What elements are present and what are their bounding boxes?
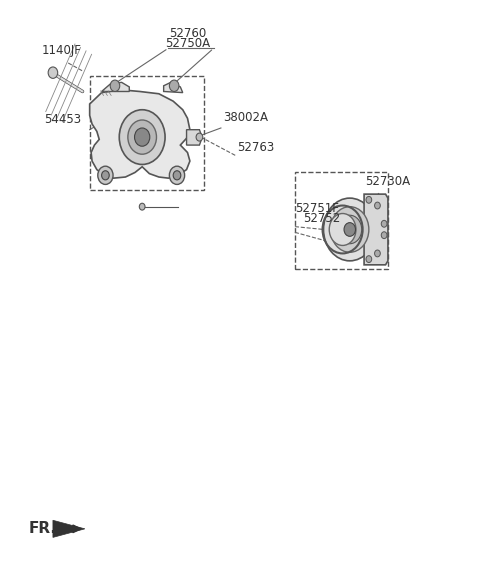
Text: 52730A: 52730A — [365, 175, 410, 189]
Polygon shape — [187, 129, 201, 145]
Text: 54453: 54453 — [44, 113, 82, 125]
Text: 52750A: 52750A — [165, 37, 210, 50]
Text: FR.: FR. — [29, 521, 57, 536]
Text: 52752: 52752 — [303, 212, 340, 225]
Circle shape — [196, 133, 203, 141]
Circle shape — [110, 80, 120, 92]
Text: 38002A: 38002A — [223, 111, 268, 124]
Text: 1140JF: 1140JF — [42, 44, 82, 57]
Polygon shape — [102, 83, 129, 92]
Circle shape — [374, 202, 380, 209]
Circle shape — [324, 198, 376, 261]
Circle shape — [366, 256, 372, 262]
Bar — [295, 172, 388, 269]
Circle shape — [48, 67, 58, 79]
Text: 52751F: 52751F — [295, 202, 339, 215]
PathPatch shape — [90, 90, 190, 178]
Circle shape — [134, 128, 150, 146]
Circle shape — [102, 171, 109, 180]
Circle shape — [169, 80, 179, 92]
Circle shape — [128, 120, 156, 154]
Circle shape — [173, 171, 181, 180]
Polygon shape — [364, 194, 388, 265]
Circle shape — [374, 250, 380, 257]
Text: 52760: 52760 — [169, 27, 206, 40]
Circle shape — [329, 214, 356, 245]
Circle shape — [119, 110, 165, 164]
Circle shape — [381, 231, 387, 238]
Circle shape — [139, 203, 145, 210]
Text: 52763: 52763 — [238, 140, 275, 154]
Polygon shape — [53, 520, 85, 537]
Circle shape — [381, 221, 387, 227]
Circle shape — [338, 215, 362, 244]
Circle shape — [366, 197, 372, 203]
Bar — [90, 76, 204, 190]
Circle shape — [344, 223, 356, 236]
Circle shape — [331, 207, 369, 252]
Circle shape — [169, 166, 185, 185]
Polygon shape — [164, 83, 183, 93]
Circle shape — [98, 166, 113, 185]
